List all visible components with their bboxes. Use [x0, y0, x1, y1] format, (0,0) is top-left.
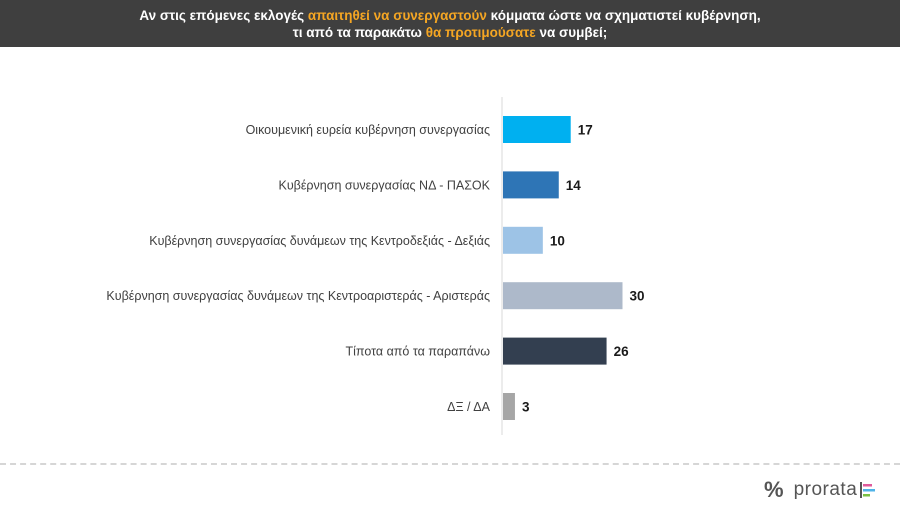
category-label: Κυβέρνηση συνεργασίας δυνάμεων της Κεντρ… — [106, 289, 490, 303]
title-line-1: Αν στις επόμενες εκλογές απαιτηθεί να συ… — [0, 7, 900, 24]
data-label: 3 — [522, 400, 530, 415]
bar-chart: Οικουμενική ευρεία κυβέρνηση συνεργασίας… — [106, 97, 645, 435]
title-text: κόμματα ώστε να σχηματιστεί κυβέρνηση, — [486, 8, 761, 23]
bar — [503, 226, 543, 254]
bar — [503, 282, 623, 310]
data-label: 30 — [630, 289, 645, 304]
category-label: ΔΞ / ΔΑ — [447, 400, 491, 414]
title-text: τι από τα παρακάτω — [292, 25, 426, 40]
data-label: 14 — [566, 178, 582, 193]
category-label: Οικουμενική ευρεία κυβέρνηση συνεργασίας — [246, 123, 490, 137]
percent-logo-icon: % — [764, 477, 784, 502]
data-label: 26 — [614, 344, 630, 359]
category-label: Κυβέρνηση συνεργασίας ΝΔ - ΠΑΣΟΚ — [278, 178, 490, 192]
title-highlight: θα προτιμούσατε — [425, 25, 536, 40]
title-text: να συμβεί; — [535, 25, 608, 40]
chart-title: Αν στις επόμενες εκλογές απαιτηθεί να συ… — [0, 0, 900, 47]
footer-divider — [0, 463, 900, 465]
bar — [503, 337, 607, 365]
category-label: Τίποτα από τα παραπάνω — [345, 345, 490, 359]
bar — [503, 393, 515, 420]
bar — [503, 116, 571, 143]
title-highlight: απαιτηθεί να συνεργαστούν — [307, 8, 487, 23]
data-label: 10 — [550, 233, 565, 248]
title-text: Αν στις επόμενες εκλογές — [139, 8, 308, 23]
logo-bars-icon — [860, 482, 876, 498]
logo-wordmark: prorata — [793, 479, 858, 500]
category-label: Κυβέρνηση συνεργασίας δυνάμεων της Κεντρ… — [149, 234, 490, 248]
prorata-logo: % prorata — [764, 477, 876, 503]
data-label: 17 — [578, 123, 593, 138]
title-line-2: τι από τα παρακάτω θα προτιμούσατε να συ… — [0, 24, 900, 41]
bar — [503, 171, 559, 199]
